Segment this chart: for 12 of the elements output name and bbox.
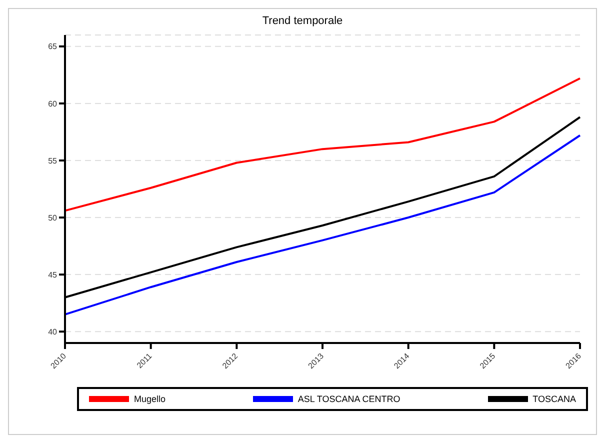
y-tick-label: 65 — [48, 42, 58, 52]
y-tick-label: 40 — [48, 327, 58, 336]
line-series — [64, 134, 581, 316]
chart-title: Trend temporale — [261, 15, 344, 27]
y-tick-label: 45 — [48, 270, 58, 280]
legend-label: ASL TOSCANA CENTRO — [298, 394, 400, 404]
y-tick-label: 55 — [48, 156, 58, 166]
line-series — [64, 77, 581, 212]
y-tick-label: 60 — [48, 99, 58, 108]
y-tick-label: 50 — [48, 213, 58, 222]
legend-label: Mugello — [134, 394, 166, 404]
legend-label: TOSCANA — [532, 394, 576, 404]
